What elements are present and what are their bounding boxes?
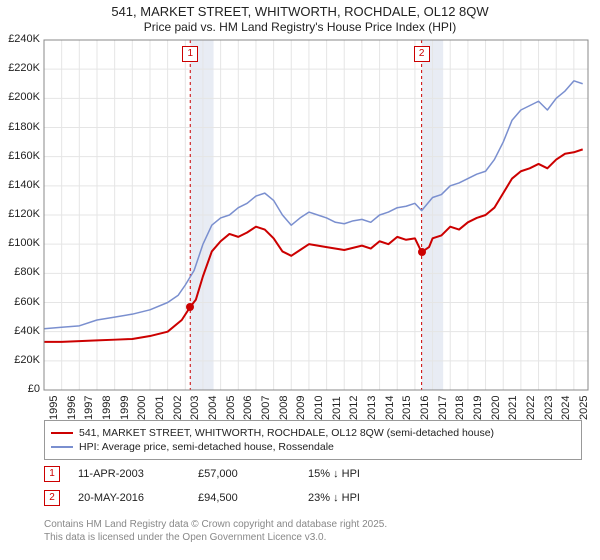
x-tick-label: 2019 bbox=[472, 396, 484, 420]
annotation-row: 1 11-APR-2003 £57,000 15% ↓ HPI bbox=[44, 466, 408, 482]
x-tick-label: 2011 bbox=[331, 396, 343, 420]
annotation-row: 2 20-MAY-2016 £94,500 23% ↓ HPI bbox=[44, 490, 408, 506]
chart-marker-icon: 1 bbox=[182, 46, 198, 62]
x-tick-label: 2024 bbox=[560, 396, 572, 420]
y-tick-label: £180K bbox=[0, 121, 40, 133]
legend-item: HPI: Average price, semi-detached house,… bbox=[51, 441, 575, 453]
x-tick-label: 2021 bbox=[507, 396, 519, 420]
annotation-delta: 23% ↓ HPI bbox=[308, 492, 408, 504]
y-tick-label: £120K bbox=[0, 208, 40, 220]
x-tick-label: 2016 bbox=[419, 396, 431, 420]
x-tick-label: 1999 bbox=[119, 396, 131, 420]
y-tick-label: £100K bbox=[0, 237, 40, 249]
y-tick-label: £140K bbox=[0, 179, 40, 191]
x-tick-label: 2025 bbox=[578, 396, 590, 420]
x-tick-label: 2023 bbox=[543, 396, 555, 420]
x-tick-label: 2014 bbox=[384, 396, 396, 420]
x-tick-label: 1997 bbox=[83, 396, 95, 420]
footer-line: Contains HM Land Registry data © Crown c… bbox=[44, 518, 387, 531]
x-tick-label: 2008 bbox=[278, 396, 290, 420]
x-tick-label: 2018 bbox=[454, 396, 466, 420]
y-tick-label: £20K bbox=[0, 354, 40, 366]
x-tick-label: 2022 bbox=[525, 396, 537, 420]
x-tick-label: 2001 bbox=[154, 396, 166, 420]
y-tick-label: £80K bbox=[0, 266, 40, 278]
x-tick-label: 2015 bbox=[401, 396, 413, 420]
y-tick-label: £200K bbox=[0, 91, 40, 103]
x-tick-label: 2000 bbox=[136, 396, 148, 420]
y-tick-label: £40K bbox=[0, 325, 40, 337]
x-tick-label: 1996 bbox=[66, 396, 78, 420]
annotation-marker-icon: 1 bbox=[44, 466, 60, 482]
annotation-price: £57,000 bbox=[198, 468, 308, 480]
footer-line: This data is licensed under the Open Gov… bbox=[44, 531, 387, 544]
legend-swatch bbox=[51, 446, 73, 448]
legend-label: 541, MARKET STREET, WHITWORTH, ROCHDALE,… bbox=[79, 427, 494, 439]
sale-dot-icon bbox=[186, 303, 194, 311]
x-tick-label: 2017 bbox=[437, 396, 449, 420]
x-tick-label: 2010 bbox=[313, 396, 325, 420]
y-tick-label: £60K bbox=[0, 296, 40, 308]
x-tick-label: 1995 bbox=[48, 396, 60, 420]
x-tick-label: 2002 bbox=[172, 396, 184, 420]
x-tick-label: 2005 bbox=[225, 396, 237, 420]
legend-label: HPI: Average price, semi-detached house,… bbox=[79, 441, 334, 453]
annotation-marker-icon: 2 bbox=[44, 490, 60, 506]
legend-swatch bbox=[51, 432, 73, 434]
x-tick-label: 2004 bbox=[207, 396, 219, 420]
legend-item: 541, MARKET STREET, WHITWORTH, ROCHDALE,… bbox=[51, 427, 575, 439]
x-tick-label: 2013 bbox=[366, 396, 378, 420]
annotation-delta: 15% ↓ HPI bbox=[308, 468, 408, 480]
x-tick-label: 2007 bbox=[260, 396, 272, 420]
y-tick-label: £0 bbox=[0, 383, 40, 395]
sale-dot-icon bbox=[418, 248, 426, 256]
y-tick-label: £240K bbox=[0, 33, 40, 45]
annotation-date: 11-APR-2003 bbox=[78, 468, 198, 480]
footer-attribution: Contains HM Land Registry data © Crown c… bbox=[44, 518, 387, 544]
legend: 541, MARKET STREET, WHITWORTH, ROCHDALE,… bbox=[44, 420, 582, 460]
x-tick-label: 2012 bbox=[348, 396, 360, 420]
x-tick-label: 2006 bbox=[242, 396, 254, 420]
x-tick-label: 2020 bbox=[490, 396, 502, 420]
annotation-date: 20-MAY-2016 bbox=[78, 492, 198, 504]
y-tick-label: £220K bbox=[0, 62, 40, 74]
x-tick-label: 2003 bbox=[189, 396, 201, 420]
x-tick-label: 1998 bbox=[101, 396, 113, 420]
y-tick-label: £160K bbox=[0, 150, 40, 162]
x-tick-label: 2009 bbox=[295, 396, 307, 420]
annotation-price: £94,500 bbox=[198, 492, 308, 504]
chart-marker-icon: 2 bbox=[414, 46, 430, 62]
